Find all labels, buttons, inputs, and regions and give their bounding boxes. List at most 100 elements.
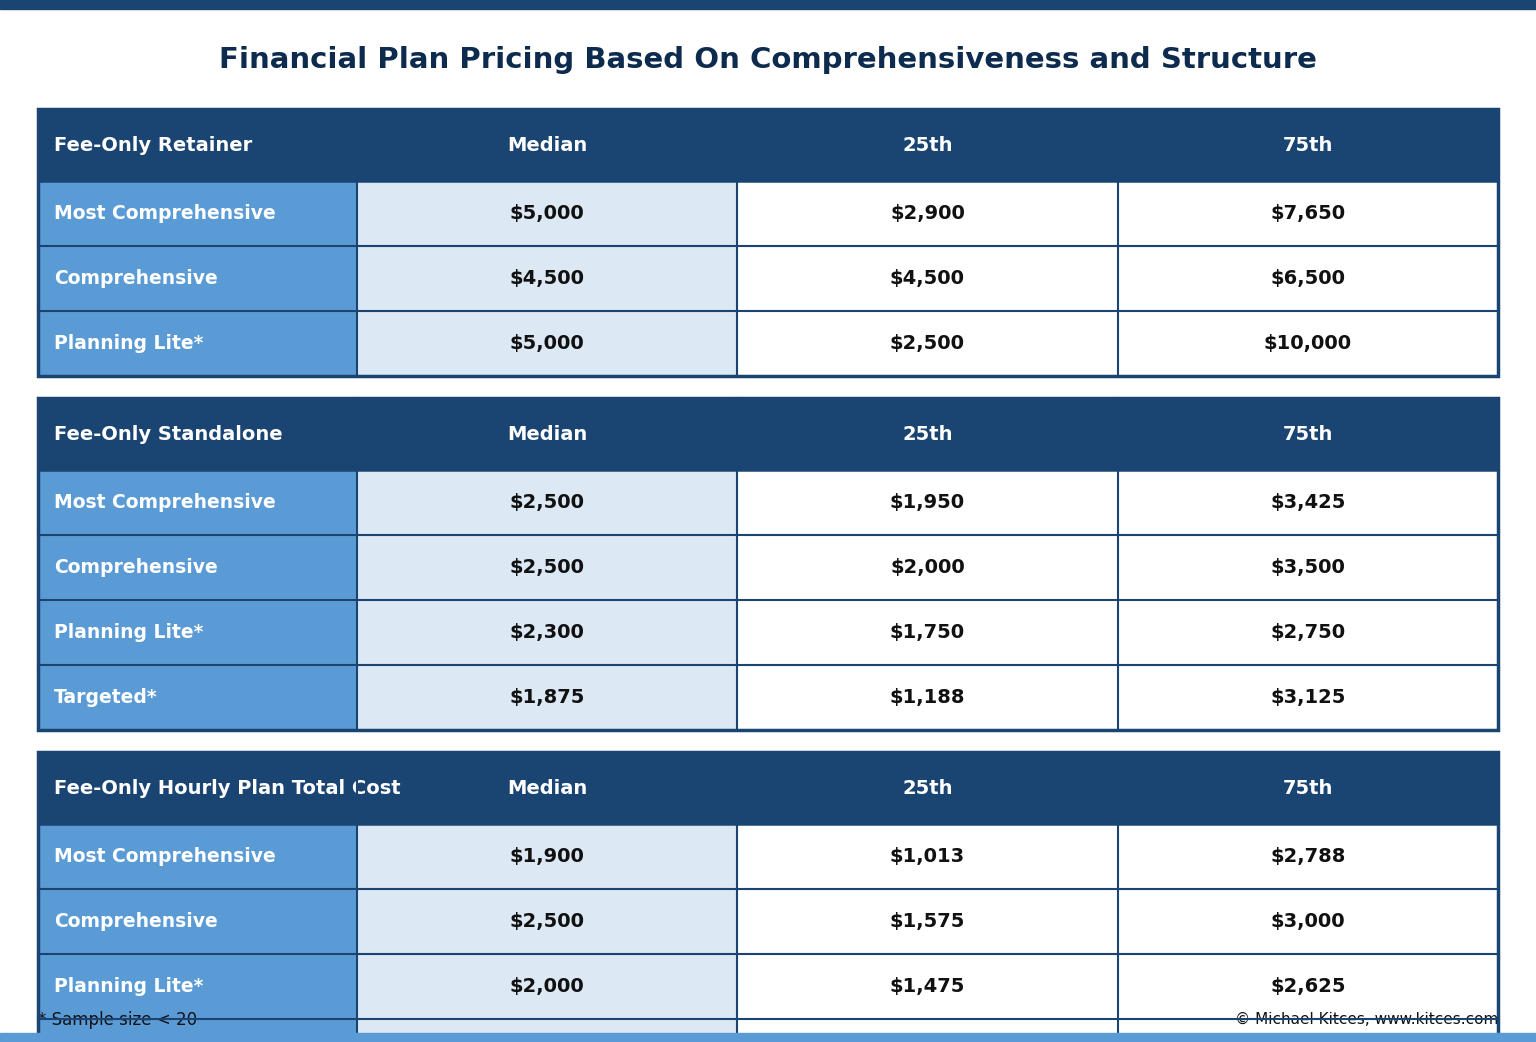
Text: $7,650: $7,650 (1270, 204, 1346, 223)
Bar (356, 824, 737, 890)
Bar (737, 470, 1118, 536)
Bar (737, 246, 1118, 312)
Bar (737, 600, 1118, 666)
Text: Targeted*: Targeted* (54, 689, 158, 708)
Text: $1,950: $1,950 (889, 494, 965, 513)
Text: $2,500: $2,500 (510, 559, 585, 577)
Bar (1118, 600, 1498, 666)
Text: $2,500: $2,500 (889, 334, 965, 353)
Bar (737, 824, 1118, 890)
Bar (38, 666, 356, 730)
Bar (1118, 181, 1498, 246)
Text: $2,750: $2,750 (1270, 623, 1346, 643)
Bar (737, 666, 1118, 730)
Bar (0, 1033, 1536, 1042)
Text: Median: Median (507, 779, 587, 798)
Text: Fee-Only Retainer: Fee-Only Retainer (54, 135, 252, 155)
Text: $5,000: $5,000 (510, 204, 585, 223)
Bar (38, 398, 1498, 730)
Bar (38, 470, 356, 536)
Bar (38, 890, 356, 954)
Text: 75th: 75th (1283, 779, 1333, 798)
Bar (737, 1019, 1118, 1042)
Text: Fee-Only Standalone: Fee-Only Standalone (54, 425, 283, 444)
Text: $3,425: $3,425 (1270, 494, 1346, 513)
Text: $1,475: $1,475 (889, 977, 965, 996)
Text: $10,000: $10,000 (1264, 334, 1352, 353)
Bar (1118, 312, 1498, 376)
Bar (356, 246, 737, 312)
Text: Median: Median (507, 135, 587, 155)
Text: $3,125: $3,125 (1270, 689, 1346, 708)
Bar (38, 398, 1498, 470)
Text: $1,013: $1,013 (889, 847, 965, 866)
Text: $2,300: $2,300 (510, 623, 585, 643)
Bar (356, 600, 737, 666)
Bar (1118, 890, 1498, 954)
Bar (38, 752, 1498, 1042)
Bar (38, 600, 356, 666)
Text: $2,500: $2,500 (510, 913, 585, 932)
Text: Planning Lite*: Planning Lite* (54, 334, 203, 353)
Bar (737, 312, 1118, 376)
Bar (356, 312, 737, 376)
Text: $2,625: $2,625 (1270, 977, 1346, 996)
Text: $6,500: $6,500 (1270, 270, 1346, 289)
Bar (1118, 1019, 1498, 1042)
Text: Planning Lite*: Planning Lite* (54, 977, 203, 996)
Text: $2,000: $2,000 (891, 559, 965, 577)
Bar (737, 536, 1118, 600)
Bar (356, 666, 737, 730)
Bar (38, 752, 1498, 824)
Text: Comprehensive: Comprehensive (54, 913, 218, 932)
Text: $1,188: $1,188 (889, 689, 965, 708)
Bar (38, 109, 1498, 376)
Text: 75th: 75th (1283, 425, 1333, 444)
Bar (1118, 470, 1498, 536)
Bar (38, 181, 356, 246)
Text: $3,500: $3,500 (1270, 559, 1346, 577)
Bar (1118, 666, 1498, 730)
Text: Planning Lite*: Planning Lite* (54, 623, 203, 643)
Text: © Michael Kitces, www.kitces.com: © Michael Kitces, www.kitces.com (1235, 1013, 1498, 1027)
Bar (356, 1019, 737, 1042)
Bar (1118, 824, 1498, 890)
Text: 25th: 25th (902, 135, 952, 155)
Text: 25th: 25th (902, 425, 952, 444)
Bar (356, 536, 737, 600)
Bar (737, 954, 1118, 1019)
Text: $2,000: $2,000 (510, 977, 585, 996)
Bar (356, 181, 737, 246)
Bar (38, 109, 1498, 181)
Bar (737, 890, 1118, 954)
Text: Financial Plan Pricing Based On Comprehensiveness and Structure: Financial Plan Pricing Based On Comprehe… (220, 47, 1316, 74)
Text: $1,875: $1,875 (510, 689, 585, 708)
Text: $4,500: $4,500 (510, 270, 585, 289)
Bar (1118, 246, 1498, 312)
Text: $2,900: $2,900 (889, 204, 965, 223)
Bar (38, 246, 356, 312)
Text: Comprehensive: Comprehensive (54, 559, 218, 577)
Text: $3,000: $3,000 (1270, 913, 1346, 932)
Bar (737, 181, 1118, 246)
Text: Most Comprehensive: Most Comprehensive (54, 494, 276, 513)
Text: Comprehensive: Comprehensive (54, 270, 218, 289)
Bar (38, 312, 356, 376)
Bar (38, 1019, 356, 1042)
Bar (0, 0, 1536, 9)
Text: Fee-Only Hourly Plan Total Cost: Fee-Only Hourly Plan Total Cost (54, 779, 401, 798)
Bar (1118, 536, 1498, 600)
Text: $1,575: $1,575 (889, 913, 965, 932)
Text: Most Comprehensive: Most Comprehensive (54, 204, 276, 223)
Text: 75th: 75th (1283, 135, 1333, 155)
Bar (38, 536, 356, 600)
Text: $1,900: $1,900 (510, 847, 585, 866)
Bar (1118, 954, 1498, 1019)
Bar (38, 824, 356, 890)
Text: Median: Median (507, 425, 587, 444)
Text: $2,500: $2,500 (510, 494, 585, 513)
Text: 25th: 25th (902, 779, 952, 798)
Bar (356, 954, 737, 1019)
Text: Most Comprehensive: Most Comprehensive (54, 847, 276, 866)
Text: $2,788: $2,788 (1270, 847, 1346, 866)
